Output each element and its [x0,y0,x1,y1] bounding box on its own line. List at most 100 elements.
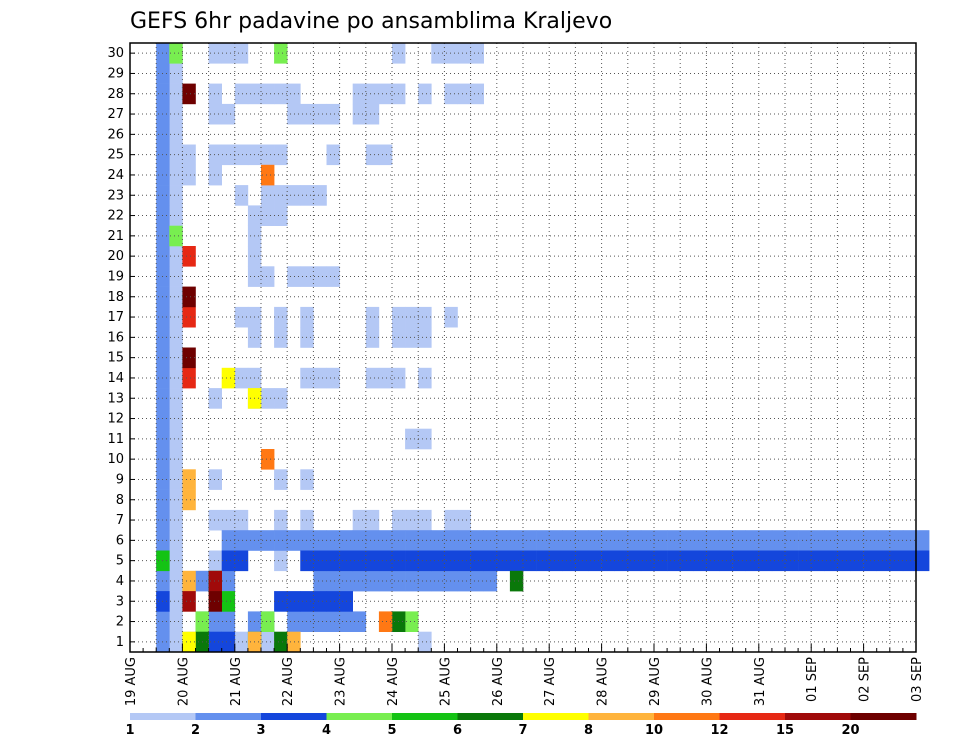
heatmap-cell [365,103,380,125]
heatmap-cell [234,306,249,328]
heatmap-cell [523,530,537,551]
heatmap-cell [457,509,471,531]
heatmap-cell [287,83,301,105]
heatmap-cell [378,570,393,592]
x-tick-label: 20 AUG [176,657,191,706]
heatmap-cell [352,611,367,632]
heatmap-cell [221,367,236,389]
heatmap-cell [326,266,340,287]
heatmap-cell [234,530,249,551]
x-tick-label: 19 AUG [124,657,139,706]
heatmap-cell [444,43,458,64]
heatmap-cell [261,631,275,653]
heatmap-cell [274,591,288,612]
heatmap-cell [693,530,707,551]
heatmap-cell [274,83,288,105]
heatmap-cell [234,43,249,64]
heatmap-cell [418,509,432,531]
heatmap-cell [313,266,327,287]
heatmap-cell [169,550,183,572]
heatmap-cell [274,469,288,490]
heatmap-cell [274,185,288,206]
heatmap-cell [169,591,183,612]
heatmap-cell [182,570,196,592]
heatmap-cell [169,43,183,64]
heatmap-cell [221,611,236,632]
y-tick-label: 11 [107,432,124,447]
heatmap-cell [208,550,222,572]
heatmap-cell [837,550,851,572]
heatmap-cell [418,428,432,450]
y-tick-label: 10 [107,452,124,467]
heatmap-cell [418,306,432,328]
y-tick-label: 1 [116,635,124,650]
heatmap-cell [182,164,196,186]
heatmap-cell [274,306,288,328]
legend-swatch [457,713,524,720]
x-tick-label: 01 SEP [805,657,820,702]
heatmap-cell [169,570,183,592]
heatmap-cell [234,631,249,653]
heatmap-cell [876,550,891,572]
y-tick-label: 2 [116,615,124,630]
heatmap-cell [182,631,196,653]
heatmap-cell [405,611,419,632]
heatmap-cell [798,550,812,572]
heatmap-cell [221,550,236,572]
heatmap-cell [169,611,183,632]
heatmap-cell [169,469,183,490]
heatmap-cell [352,509,367,531]
heatmap-cell [405,327,419,348]
legend-swatch [261,713,327,720]
heatmap-cell [169,489,183,511]
heatmap-cell [169,164,183,186]
y-tick-label: 8 [116,493,124,508]
heatmap-cell [234,550,249,572]
legend-label: 7 [518,723,527,738]
heatmap-cell [588,530,602,551]
heatmap-cell [208,43,222,64]
x-tick-label: 30 AUG [700,657,715,706]
heatmap-cell [745,530,760,551]
heatmap-cell [326,530,340,551]
legend-swatch [523,713,589,720]
heatmap-cell [457,530,471,551]
heatmap-cell [732,530,746,551]
heatmap-cell [352,103,367,125]
heatmap-cell [418,327,432,348]
heatmap-cell [601,530,615,551]
legend-label: 20 [841,723,859,738]
heatmap-cell [261,611,275,632]
legend-label: 2 [191,723,200,738]
heatmap-cell [287,631,301,653]
heatmap-cell [208,611,222,632]
heatmap-cell [352,550,367,572]
heatmap-cell [444,530,458,551]
heatmap-cell [326,103,340,125]
heatmap-cell [785,550,799,572]
heatmap-cell [693,550,707,572]
heatmap-cell [261,266,275,287]
heatmap-cell [418,83,432,105]
heatmap-cell [405,428,419,450]
heatmap-cell [509,530,524,551]
heatmap-cell [640,530,655,551]
y-tick-label: 23 [107,188,124,203]
heatmap-cell [562,530,576,551]
heatmap-cell [509,550,524,572]
heatmap-cell [169,225,183,247]
heatmap-cell [274,43,288,64]
heatmap-cell [221,631,236,653]
heatmap-cell [234,144,249,166]
heatmap-cell [365,509,380,531]
heatmap-cell [169,327,183,348]
x-tick-label: 03 SEP [910,657,925,702]
heatmap-cell [182,367,196,389]
heatmap-cell [326,611,340,632]
heatmap-cell [378,367,393,389]
heatmap-cell [261,388,275,409]
legend-label: 8 [584,723,593,738]
legend: 1 2 3 4 5 6 7 8 10 12 15 20 [125,713,917,738]
x-tick-label: 29 AUG [648,657,663,706]
